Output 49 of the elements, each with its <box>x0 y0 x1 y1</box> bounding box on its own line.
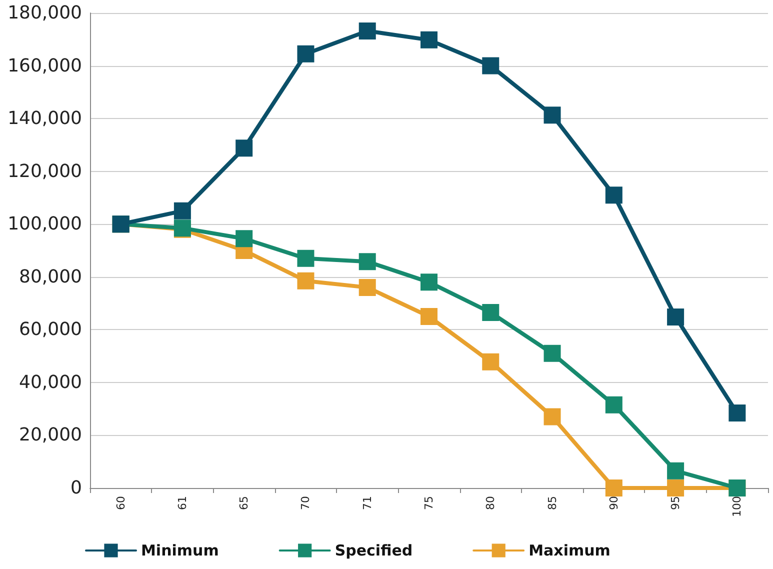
point <box>544 344 561 362</box>
x-tick-label: 80 <box>484 496 498 510</box>
x-tick-label: 95 <box>669 496 682 510</box>
y-tick-label: 120,000 <box>8 160 82 182</box>
y-tick-label: 0 <box>70 478 82 498</box>
x-tick-label: 100 <box>730 496 744 517</box>
point <box>482 57 500 74</box>
point <box>544 106 561 124</box>
y-tick-label: 140,000 <box>8 108 82 130</box>
point <box>667 308 684 326</box>
point <box>236 140 253 157</box>
point <box>174 202 191 220</box>
point <box>728 404 746 422</box>
point <box>420 308 438 325</box>
y-tick-label: 100,000 <box>8 214 82 235</box>
point <box>358 278 376 296</box>
point <box>667 480 684 496</box>
point <box>482 304 500 322</box>
point <box>297 250 314 267</box>
point <box>667 462 684 480</box>
point <box>605 186 622 204</box>
point <box>297 272 314 290</box>
point <box>482 353 500 370</box>
point <box>605 480 622 496</box>
y-tick-label: 80,000 <box>19 266 82 288</box>
point <box>358 253 376 270</box>
point <box>605 396 622 414</box>
x-tick-label: 90 <box>607 496 620 510</box>
point <box>420 31 438 48</box>
x-tick-label: 85 <box>546 496 559 510</box>
y-tick-label: 60,000 <box>19 319 82 340</box>
y-tick-label: 180,000 <box>8 2 82 24</box>
x-tick-label: 61 <box>176 496 189 510</box>
y-tick-label: 40,000 <box>19 372 82 393</box>
point <box>358 22 376 40</box>
x-tick-label: 60 <box>114 496 128 510</box>
x-tick-label: 65 <box>238 496 251 510</box>
x-tick-label: 71 <box>360 496 374 510</box>
point <box>544 408 561 426</box>
y-tick-label: 20,000 <box>19 424 82 446</box>
point <box>236 230 253 248</box>
legend-label: Minimum <box>141 542 219 560</box>
y-tick-label: 160,000 <box>8 55 82 76</box>
legend-label: Maximum <box>528 542 610 560</box>
point <box>420 274 438 291</box>
legend-label: Specified <box>334 542 413 560</box>
point <box>297 45 314 62</box>
x-tick-label: 70 <box>299 496 312 510</box>
x-tick-label: 75 <box>422 496 436 510</box>
